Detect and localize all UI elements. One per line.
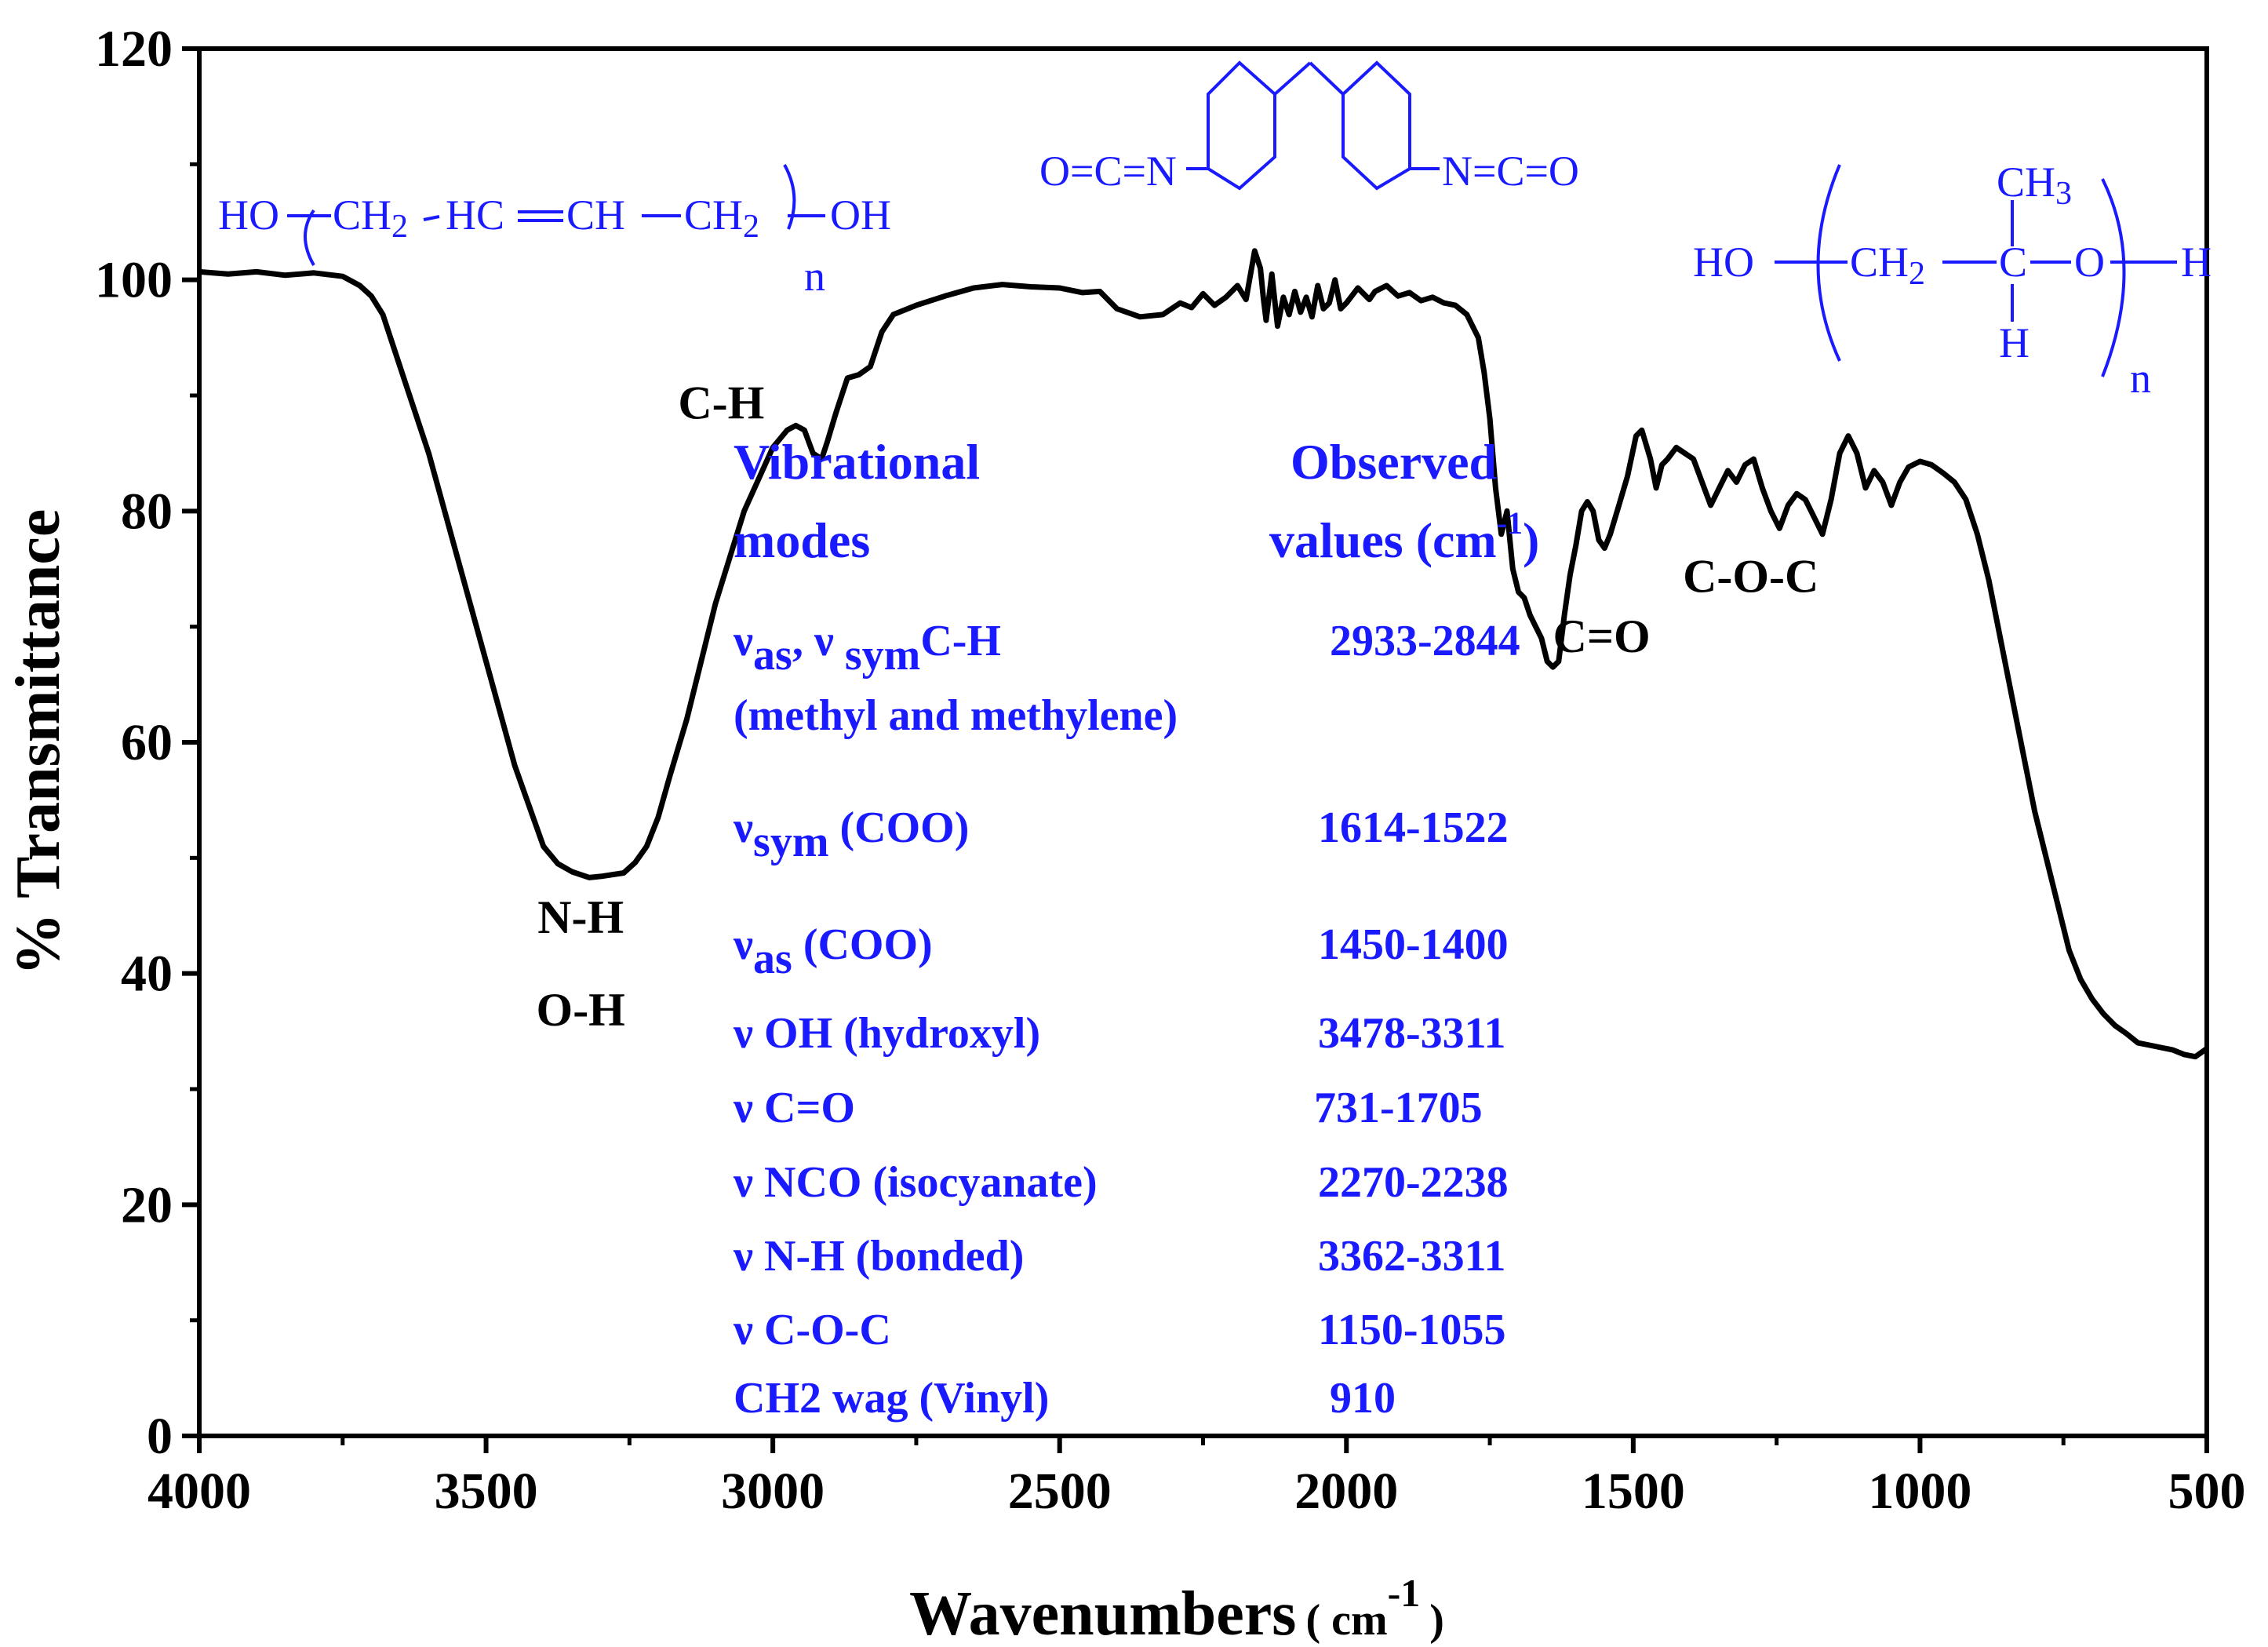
table-row-mode: νas (COO) <box>733 920 933 983</box>
vibration-table: νas, ν symC-H 2933-2844 (methyl and methyl… <box>733 617 1520 1423</box>
table-row-value: 1614-1522 <box>1318 803 1509 852</box>
table-row-value: 3478-3311 <box>1318 1009 1506 1058</box>
peak-label: C-O-C <box>1683 550 1818 602</box>
htpb-ch: CH <box>566 191 625 239</box>
mdi-bridge-2 <box>1309 61 1345 96</box>
x-axis-title: Wavenumbers( cm-1) <box>909 1571 1444 1647</box>
mdi-bridge-1 <box>1273 61 1312 96</box>
peak-label: C-H <box>678 377 764 428</box>
htpb-right-paren <box>783 164 796 230</box>
table-row-mode: ν C=O <box>733 1084 855 1132</box>
mdi-ring-right <box>1342 60 1411 191</box>
table-row-mode: νas, ν symC-H <box>733 617 1001 680</box>
peak-label: C=O <box>1553 610 1651 662</box>
y-tick-label: 20 <box>121 1176 173 1233</box>
x-tick-label: 2500 <box>1008 1463 1112 1520</box>
htpb-hc: HC <box>446 191 504 239</box>
htpb-ho: HO <box>218 191 279 239</box>
htpb-bond-2 <box>423 215 440 221</box>
ppg-n: n <box>2130 355 2151 402</box>
x-tick-label: 1000 <box>1868 1463 1971 1520</box>
htpb-ch2b: CH2 <box>684 191 759 245</box>
table-row-mode: ν N-H (bonded) <box>733 1232 1024 1281</box>
table-row-mode: CH2 wag (Vinyl) <box>734 1374 1049 1423</box>
ppg-ch3: CH3 <box>1997 159 2072 212</box>
x-tick-label: 1500 <box>1582 1463 1685 1520</box>
htpb-left-paren <box>304 209 315 267</box>
mdi-structure: O=C=N N=C=O <box>1039 60 1579 195</box>
mdi-left-group: O=C=N <box>1039 148 1177 195</box>
table-row-value: 910 <box>1330 1374 1396 1423</box>
table-row-value: 3362-3311 <box>1318 1232 1506 1281</box>
axis-ticks <box>182 46 2209 1453</box>
table-row-mode: νsym (COO) <box>733 803 969 866</box>
y-axis-title: % Transmittance <box>4 509 73 976</box>
table-row-value: 1450-1400 <box>1318 920 1509 969</box>
table-row-value: 2270-2238 <box>1318 1158 1509 1207</box>
peak-label: O-H <box>537 984 625 1036</box>
peak-label: N-H <box>537 891 624 943</box>
x-tick-label: 3000 <box>721 1463 825 1520</box>
ppg-o: O <box>2074 239 2105 286</box>
x-tick-label: 4000 <box>147 1463 251 1520</box>
y-tick-label: 40 <box>121 946 173 1003</box>
htpb-structure: HO CH2 HC CH CH2 OH n <box>218 164 891 300</box>
y-tick-label: 100 <box>95 252 173 309</box>
x-tick-label: 3500 <box>435 1463 538 1520</box>
y-tick-label: 120 <box>95 20 173 78</box>
ppg-h-bottom: H <box>1999 319 2030 366</box>
ppg-right-paren <box>2101 178 2126 377</box>
table-row-mode: ν NCO (isocyanate) <box>733 1158 1098 1207</box>
peak-labels: C-H N-H O-H C=O C-O-C <box>537 377 1819 1036</box>
y-tick-label: 80 <box>121 483 173 540</box>
table-row-value: 2933-2844 <box>1330 617 1520 665</box>
mdi-ring-left <box>1207 60 1276 191</box>
table-header-values-2: values (cm-1) <box>1269 505 1539 568</box>
table-header-modes-1: Vibrational <box>734 434 980 490</box>
x-tick-label: 500 <box>2168 1463 2246 1520</box>
y-tick-label: 0 <box>147 1408 173 1465</box>
table-header-values-1: Observed <box>1291 434 1497 490</box>
htpb-ch2a: CH2 <box>333 191 408 245</box>
y-tick-label: 60 <box>121 714 173 771</box>
table-row-mode: ν OH (hydroxyl) <box>733 1009 1040 1058</box>
x-tick-label: 2000 <box>1294 1463 1398 1520</box>
table-row-mode: (methyl and methylene) <box>734 691 1178 740</box>
tick-labels: 4000 3500 3000 2500 2000 1500 1000 500 0 20 40 60 80… <box>95 20 2246 1520</box>
spectrum-line <box>198 248 2209 1060</box>
ppg-ho: HO <box>1693 239 1754 286</box>
ppg-structure: HO CH2 C CH3 H O H n <box>1693 159 2212 402</box>
ppg-ch2: CH2 <box>1850 239 1925 292</box>
ppg-left-paren <box>1816 164 1841 362</box>
mdi-right-group: N=C=O <box>1442 148 1579 195</box>
table-row-value: 1150-1055 <box>1318 1306 1506 1354</box>
table-row-mode: ν C-O-C <box>733 1306 891 1354</box>
ppg-h-end: H <box>2181 239 2212 286</box>
table-header-modes-2: modes <box>734 512 870 568</box>
htpb-oh: OH <box>830 191 891 239</box>
table-row-value: 731-1705 <box>1314 1084 1483 1132</box>
htpb-n: n <box>804 253 825 300</box>
